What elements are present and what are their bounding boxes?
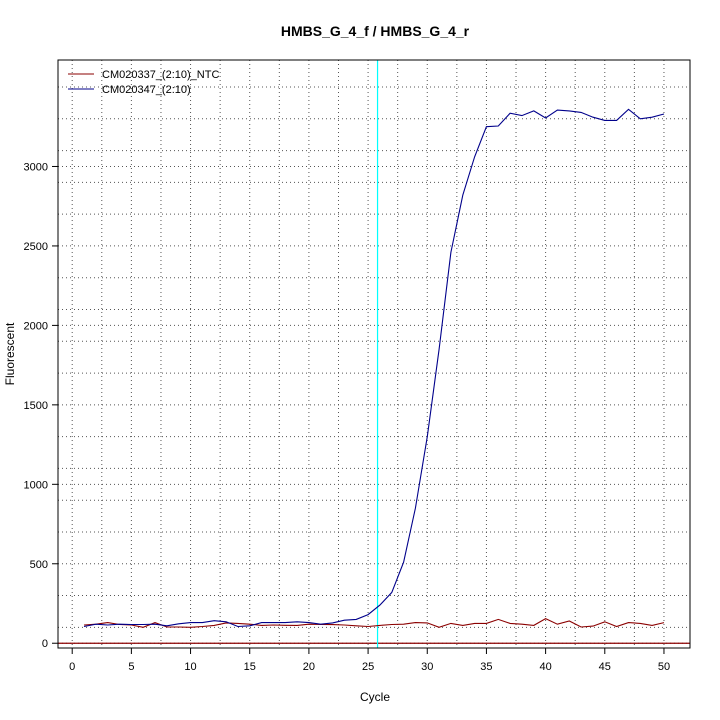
series-line-1 [83, 617, 665, 628]
x-tick-label: 40 [539, 661, 551, 673]
x-axis: 0 5 10 15 20 25 30 35 40 45 50 [69, 648, 670, 673]
grid-lines [58, 60, 690, 648]
series-line-2 [83, 108, 665, 628]
legend-label-1: CM020337_(2:10)_NTC [102, 69, 219, 81]
x-tick-label: 50 [658, 661, 670, 673]
x-tick-label: 35 [480, 661, 492, 673]
x-tick-label: 20 [303, 661, 315, 673]
legend: CM020337_(2:10)_NTC CM020347_(2:10) [68, 69, 219, 96]
x-tick-label: 5 [128, 661, 134, 673]
x-tick-label: 30 [421, 661, 433, 673]
y-tick-label: 500 [30, 559, 48, 571]
x-tick-label: 45 [599, 661, 611, 673]
y-tick-label: 1000 [24, 479, 48, 491]
x-tick-label: 15 [244, 661, 256, 673]
y-tick-label: 0 [42, 638, 48, 650]
y-axis: 0 500 1000 1500 2000 2500 3000 [24, 161, 58, 650]
plot-frame [57, 59, 691, 649]
series-lines [83, 108, 665, 628]
legend-label-2: CM020347_(2:10) [102, 84, 191, 96]
reference-lines [58, 60, 690, 648]
chart-title: HMBS_G_4_f / HMBS_G_4_r [281, 23, 470, 39]
x-tick-label: 0 [69, 661, 75, 673]
y-tick-label: 3000 [24, 161, 48, 173]
x-tick-label: 25 [362, 661, 374, 673]
y-tick-label: 2000 [24, 320, 48, 332]
x-tick-label: 10 [184, 661, 196, 673]
y-axis-label: Fluorescent [3, 322, 17, 385]
y-tick-label: 1500 [24, 400, 48, 412]
y-tick-label: 2500 [24, 241, 48, 253]
x-axis-label: Cycle [360, 690, 390, 704]
